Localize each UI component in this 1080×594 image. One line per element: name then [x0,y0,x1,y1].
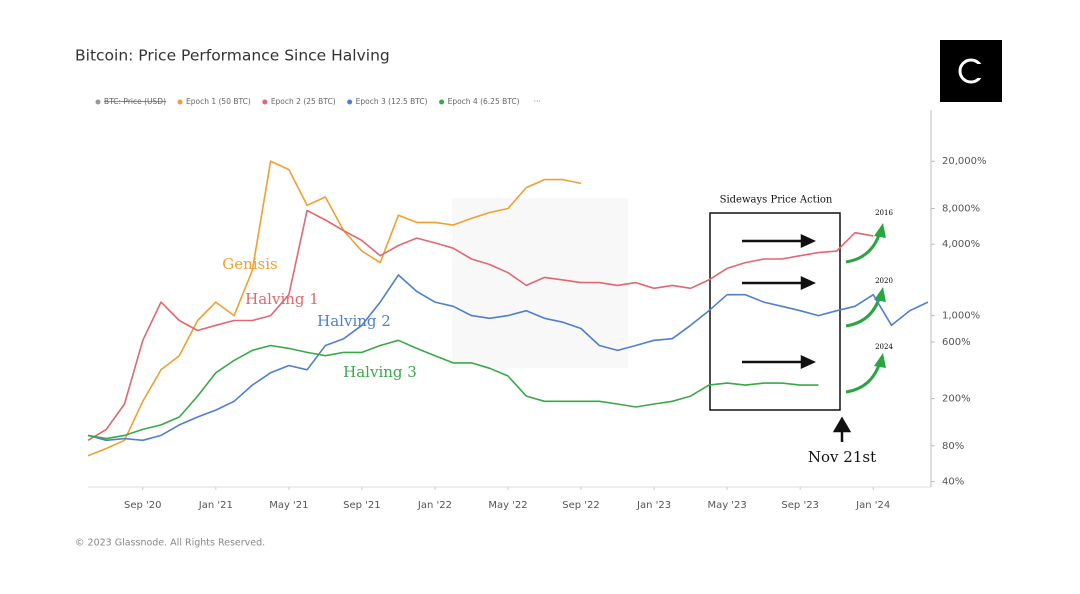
legend-label: Epoch 3 (12.5 BTC) [356,97,428,106]
annotation: Halving 2 [317,312,391,330]
logo [940,40,1002,102]
arrow-label: 2024 [875,343,893,351]
legend-label: Epoch 2 (25 BTC) [271,97,336,106]
annotation: Halving 3 [343,363,417,381]
y-tick-label: 40% [942,477,964,488]
green-arrow-heads [874,223,886,368]
y-tick-label: 600% [942,337,971,348]
y-tick-label: 4,000% [942,239,980,250]
y-tick-label: 8,000% [942,203,980,214]
y-tick-label: 1,000% [942,311,980,322]
legend-more: ··· [534,97,541,106]
series-line [87,274,929,442]
x-tick-label: May '21 [269,500,308,511]
x-tick-label: Sep '23 [781,500,819,511]
x-tick-label: Sep '20 [124,500,162,511]
x-tick-label: May '22 [488,500,527,511]
x-tick-label: May '23 [707,500,746,511]
chart-title: Bitcoin: Price Performance Since Halving [75,47,390,65]
annotation: Genisis [222,255,278,273]
arrow-label: 2016 [875,209,893,217]
legend-dot [177,99,183,105]
arrows [742,234,852,442]
green-arrows [845,231,882,394]
x-tick-label: Jan '21 [198,500,233,511]
y-tick-label: 200% [942,394,971,405]
logo-cut [972,64,984,78]
legend-label: Epoch 1 (50 BTC) [186,97,251,106]
legend-dot [439,99,445,105]
annotation: Halving 1 [245,290,319,308]
sideways-box [709,212,841,411]
arrow-label: 2020 [875,277,893,285]
x-tick-label: Jan '22 [417,500,452,511]
x-tick-label: Sep '22 [562,500,600,511]
y-tick-label: 80% [942,441,964,452]
series-line [87,160,582,457]
legend-dot [347,99,353,105]
x-tick-label: Jan '23 [636,500,671,511]
series-line [87,339,819,440]
legend-label: Epoch 4 (6.25 BTC) [448,97,520,106]
legend-label: BTC: Price (USD) [104,97,166,106]
x-tick-label: Sep '21 [343,500,381,511]
footer: © 2023 Glassnode. All Rights Reserved. [75,538,265,549]
legend-dot [262,99,268,105]
y-tick-label: 20,000% [942,156,987,167]
series-line [87,209,874,441]
box-label: Sideways Price Action [720,195,833,206]
date-note: Nov 21st [808,448,876,466]
x-tick-label: Jan '24 [855,500,890,511]
legend-dot [95,99,101,105]
